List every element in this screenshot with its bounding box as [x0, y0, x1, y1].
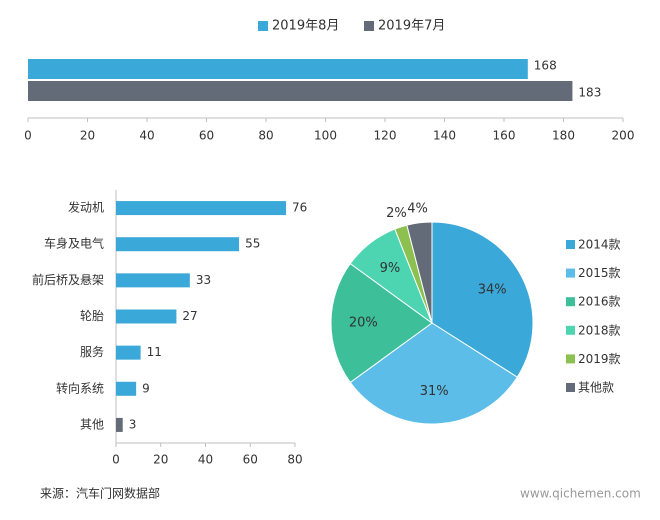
legend-swatch: [566, 268, 575, 278]
bar: [28, 81, 573, 101]
x-tick-label: 120: [374, 129, 397, 143]
data-label: 20%: [349, 316, 378, 331]
legend-swatch: [566, 354, 575, 364]
data-label: 9: [142, 381, 150, 395]
data-label: 168: [534, 59, 557, 73]
legend-label: 其他款: [578, 381, 614, 395]
x-tick-label: 100: [314, 129, 337, 143]
x-tick-label: 40: [139, 129, 154, 143]
legend-label: 2019年7月: [378, 19, 445, 34]
legend-swatch: [364, 21, 374, 31]
data-label: 33: [196, 273, 211, 287]
pie-slice: [330, 262, 433, 384]
legend-label: 2019年8月: [272, 19, 339, 34]
bar: [116, 273, 190, 288]
data-label: 34%: [478, 282, 507, 297]
data-label: 2%: [386, 206, 407, 221]
data-label: 55: [245, 237, 260, 251]
legend-swatch: [566, 240, 575, 249]
y-tick-label: 车身及电气: [44, 236, 104, 251]
data-label: 4%: [407, 201, 428, 216]
y-tick-label: 轮胎: [80, 309, 104, 323]
x-tick-label: 60: [199, 129, 214, 143]
source-note: 来源：汽车门网数据部: [40, 486, 160, 501]
x-tick-label: 80: [287, 453, 302, 467]
watermark: www.qichemen.com: [520, 487, 641, 501]
x-tick-label: 200: [612, 129, 635, 143]
x-tick-label: 20: [153, 453, 168, 467]
legend-swatch: [566, 325, 575, 335]
bar: [116, 201, 287, 216]
x-tick-label: 60: [243, 453, 258, 467]
data-label: 27: [182, 309, 197, 323]
bar: [116, 309, 177, 324]
data-label: 31%: [420, 384, 449, 399]
x-tick-label: 180: [552, 129, 575, 143]
legend-label: 2014款: [578, 238, 621, 252]
y-tick-label: 服务: [80, 344, 104, 359]
legend-label: 2019款: [578, 352, 621, 366]
bar: [116, 237, 240, 252]
x-tick-label: 20: [80, 129, 95, 143]
pie-slice: [349, 322, 518, 425]
legend-label: 2016款: [578, 295, 621, 309]
legend-label: 2018款: [578, 323, 621, 337]
x-tick-label: 140: [433, 129, 456, 143]
x-tick-label: 40: [198, 453, 213, 467]
data-label: 3: [129, 417, 137, 431]
legend-swatch: [258, 21, 268, 31]
x-tick-label: 0: [24, 129, 32, 143]
bar: [116, 381, 137, 396]
x-tick-label: 80: [258, 129, 273, 143]
y-tick-label: 转向系统: [56, 380, 104, 395]
data-label: 11: [147, 345, 162, 359]
y-tick-label: 其他: [80, 417, 104, 431]
y-tick-label: 发动机: [68, 200, 104, 215]
pie-slice: [431, 221, 534, 378]
data-label: 76: [292, 201, 307, 215]
data-label: 9%: [380, 261, 401, 276]
legend-label: 2015款: [578, 266, 621, 280]
pie-slice: [406, 221, 433, 324]
y-tick-label: 前后桥及悬架: [32, 272, 104, 287]
data-label: 183: [578, 86, 601, 100]
x-tick-label: 0: [112, 453, 120, 467]
bar: [28, 59, 528, 79]
legend-swatch: [566, 297, 575, 307]
bar: [116, 345, 141, 360]
x-tick-label: 160: [493, 129, 516, 143]
bar: [116, 417, 123, 432]
legend-swatch: [566, 383, 575, 392]
